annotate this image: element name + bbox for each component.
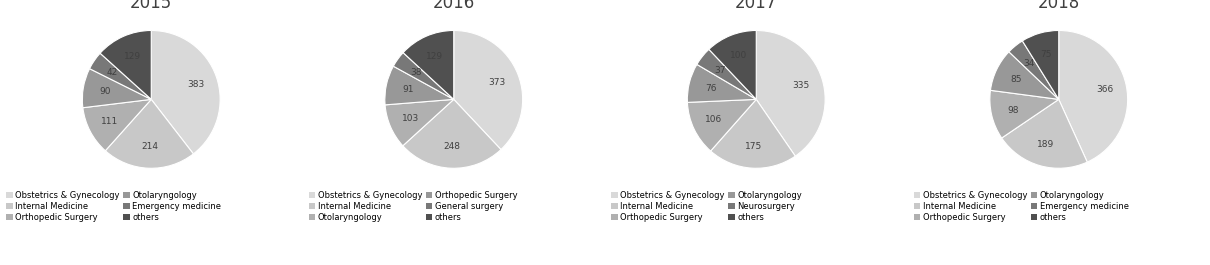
- Text: 383: 383: [188, 80, 204, 89]
- Text: 42: 42: [106, 68, 119, 77]
- Title: 2017: 2017: [736, 0, 777, 12]
- Legend: Obstetrics & Gynecology, Internal Medicine, Orthopedic Surgery, Otolaryngology, : Obstetrics & Gynecology, Internal Medici…: [914, 191, 1129, 222]
- Wedge shape: [991, 52, 1059, 99]
- Wedge shape: [990, 90, 1059, 138]
- Wedge shape: [1022, 30, 1059, 99]
- Wedge shape: [1009, 41, 1059, 99]
- Wedge shape: [687, 64, 756, 102]
- Text: 214: 214: [142, 142, 159, 151]
- Wedge shape: [385, 66, 454, 105]
- Text: 248: 248: [443, 142, 461, 151]
- Wedge shape: [385, 99, 454, 146]
- Wedge shape: [687, 99, 756, 151]
- Text: 98: 98: [1008, 106, 1019, 115]
- Text: 37: 37: [714, 66, 725, 75]
- Text: 175: 175: [745, 142, 762, 151]
- Text: 90: 90: [99, 87, 111, 96]
- Text: 129: 129: [426, 52, 444, 61]
- Text: 111: 111: [102, 117, 119, 126]
- Legend: Obstetrics & Gynecology, Internal Medicine, Otolaryngology, Orthopedic Surgery, : Obstetrics & Gynecology, Internal Medici…: [309, 191, 518, 222]
- Wedge shape: [100, 30, 151, 99]
- Wedge shape: [697, 49, 756, 99]
- Text: 34: 34: [1024, 59, 1035, 68]
- Text: 76: 76: [705, 83, 716, 92]
- Wedge shape: [403, 99, 501, 168]
- Text: 100: 100: [731, 51, 748, 60]
- Wedge shape: [82, 99, 151, 151]
- Text: 91: 91: [402, 85, 414, 94]
- Wedge shape: [393, 53, 454, 99]
- Text: 85: 85: [1010, 75, 1022, 84]
- Legend: Obstetrics & Gynecology, Internal Medicine, Orthopedic Surgery, Otolaryngology, : Obstetrics & Gynecology, Internal Medici…: [6, 191, 221, 222]
- Title: 2016: 2016: [433, 0, 474, 12]
- Wedge shape: [1059, 30, 1128, 162]
- Title: 2015: 2015: [131, 0, 172, 12]
- Wedge shape: [756, 30, 825, 156]
- Title: 2018: 2018: [1038, 0, 1079, 12]
- Wedge shape: [90, 53, 151, 99]
- Text: 366: 366: [1096, 85, 1113, 94]
- Wedge shape: [105, 99, 194, 168]
- Wedge shape: [454, 30, 523, 149]
- Text: 103: 103: [402, 113, 420, 122]
- Wedge shape: [403, 30, 454, 99]
- Wedge shape: [1002, 99, 1088, 168]
- Wedge shape: [82, 69, 151, 108]
- Text: 75: 75: [1041, 50, 1051, 59]
- Wedge shape: [151, 30, 220, 154]
- Text: 38: 38: [410, 68, 421, 77]
- Text: 129: 129: [123, 52, 140, 61]
- Legend: Obstetrics & Gynecology, Internal Medicine, Orthopedic Surgery, Otolaryngology, : Obstetrics & Gynecology, Internal Medici…: [611, 191, 802, 222]
- Text: 335: 335: [793, 81, 809, 90]
- Text: 373: 373: [489, 78, 506, 87]
- Wedge shape: [710, 99, 795, 168]
- Text: 189: 189: [1037, 140, 1055, 149]
- Text: 106: 106: [705, 115, 722, 124]
- Wedge shape: [709, 30, 756, 99]
